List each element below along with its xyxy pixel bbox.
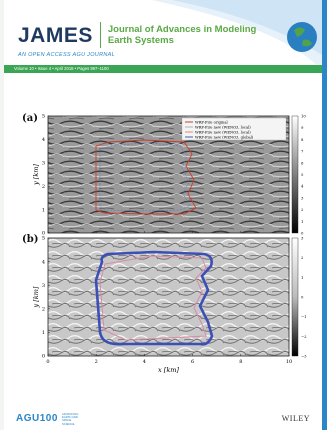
panel-a-fire-front <box>95 139 197 215</box>
colorbar-a-tick-label: 3 <box>301 195 304 200</box>
header-swoosh-graphic <box>152 0 322 70</box>
panel-b-x-tick-label: 8 <box>239 359 242 365</box>
colorbar-a-tick-label: 9 <box>301 125 304 130</box>
page-edge-highlight <box>327 0 333 430</box>
panel-b-label: (b) <box>22 234 39 245</box>
colorbar-b-tick-label: −1 <box>301 314 307 319</box>
colorbar-a-tick-label: 2 <box>301 207 304 212</box>
cover-footer: AGU100 ADVANCING EARTH AND SPACE SCIENCE… <box>4 404 322 430</box>
legend-box <box>181 117 287 141</box>
panel-b-fire-front-2 <box>99 255 207 341</box>
issue-bar: Volume 10 • Issue 4 • April 2018 • Pages… <box>4 65 322 73</box>
panel-b-y-tick-label: 1 <box>42 330 45 336</box>
panel-a-y-tick-label: 2 <box>42 184 45 190</box>
panel-b-x-tick-label: 10 <box>286 359 292 365</box>
colorbar-a-tick-label: 5 <box>301 172 304 177</box>
colorbar-b <box>291 237 299 357</box>
panel-b-y-tick-label: 5 <box>42 236 45 242</box>
panel-a-y-tick-label: 1 <box>42 207 45 213</box>
panel-b-x-tick-label: 4 <box>143 359 146 365</box>
panel-b-y-tick-label: 0 <box>42 354 45 360</box>
panel-a-ylabel: y [km] <box>32 164 40 186</box>
journal-cover: JAMES Journal of Advances in Modeling Ea… <box>4 0 322 430</box>
colorbar-a-tick-label: 8 <box>301 137 304 142</box>
colorbar-a-tick-label: 7 <box>301 149 304 154</box>
panel-b-x-tick-label: 2 <box>95 359 98 365</box>
journal-name: Journal of Advances in Modeling Earth Sy… <box>108 24 257 46</box>
colorbar-b-tick-label: 1 <box>301 275 303 280</box>
panel-b-y-tick-label: 4 <box>42 259 45 265</box>
journal-name-line2: Earth Systems <box>107 35 174 46</box>
colorbar-a-tick-label: 4 <box>301 184 304 189</box>
journal-acronym: JAMES <box>18 23 93 47</box>
journal-brand: JAMES Journal of Advances in Modeling Ea… <box>18 22 256 48</box>
brand-divider <box>99 22 101 48</box>
legend-label: WRF-Fire new (WENO3, local) <box>195 130 251 134</box>
panel-a-y-tick-label: 0 <box>42 231 45 237</box>
panel-b-y-tick-label: 3 <box>42 283 45 289</box>
legend-label: WRF-Fire new (WENO3, local) <box>195 125 251 129</box>
legend-label: WRF-Fire original <box>195 120 229 124</box>
wiley-logo: WILEY <box>281 414 310 423</box>
journal-name-line1: Journal of Advances in Modeling <box>107 24 257 35</box>
colorbar-b-tick-label: −3 <box>301 354 307 359</box>
colorbar-a-tick-label: 0 <box>301 231 304 236</box>
panel-b-y-tick-label: 2 <box>42 307 45 313</box>
panel-a-frame <box>47 115 290 234</box>
colorbar-b-tick-label: 3 <box>301 236 304 241</box>
panel-b-ylabel: y [km] <box>32 286 40 308</box>
open-access-tagline: AN OPEN ACCESS AGU JOURNAL <box>18 52 115 58</box>
colorbar-a-tick-label: 6 <box>301 160 304 165</box>
globe-icon <box>287 22 317 52</box>
panel-a-y-tick-label: 3 <box>42 161 45 167</box>
legend-label: WRF-Fire new (WENO3, global) <box>195 135 254 139</box>
panel-b-fire-front <box>94 250 214 346</box>
panel-b-field <box>48 238 289 356</box>
colorbar-a-tick-label: 1 <box>301 219 303 224</box>
colorbar-a <box>291 115 299 234</box>
colorbar-b-tick-label: 0 <box>301 295 304 300</box>
panel-b-x-tick-label: 6 <box>191 359 194 365</box>
colorbar-b-tick-label: 2 <box>301 255 304 260</box>
panel-b-frame <box>47 237 290 357</box>
panel-b-xlabel: x [km] <box>158 366 179 374</box>
panel-a-y-tick-label: 5 <box>42 114 45 120</box>
colorbar-b-tick-label: −2 <box>301 334 307 339</box>
agu-logo: AGU100 <box>16 413 58 424</box>
issue-line: Volume 10 • Issue 4 • April 2018 • Pages… <box>14 66 109 71</box>
panel-b-x-tick-label: 0 <box>46 359 49 365</box>
colorbar-a-tick-label: 10 <box>301 114 306 119</box>
panel-a-y-tick-label: 4 <box>42 137 45 143</box>
panel-a-label: (a) <box>22 113 38 124</box>
agu-subtitle: ADVANCING EARTH AND SPACE SCIENCE <box>62 412 79 426</box>
